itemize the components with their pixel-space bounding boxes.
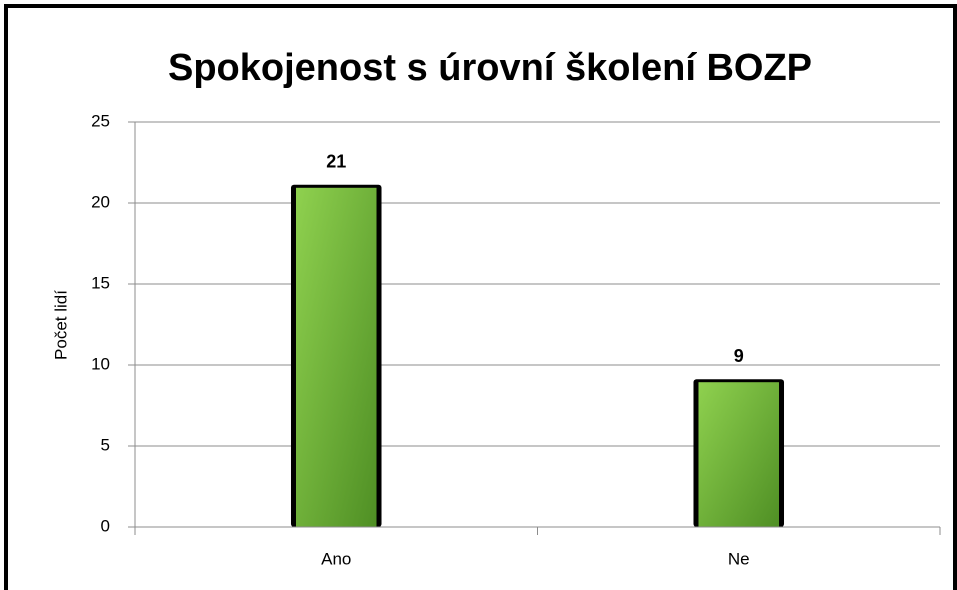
y-axis-label: Počet lidí (51, 290, 70, 360)
bar (295, 187, 377, 528)
x-tick-label: Ne (728, 549, 750, 568)
y-tick-label: 0 (101, 516, 110, 535)
y-tick-label: 25 (91, 111, 110, 130)
data-label: 21 (326, 152, 346, 172)
y-tick-label: 20 (91, 192, 110, 211)
chart-title: Spokojenost s úrovní školení BOZP (168, 47, 812, 89)
y-tick-label: 10 (91, 354, 110, 373)
y-tick-label: 5 (101, 435, 110, 454)
x-tick-label: Ano (321, 549, 351, 568)
y-tick-label: 15 (91, 273, 110, 292)
data-label: 9 (734, 346, 744, 366)
chart-border (4, 4, 957, 590)
bar (698, 382, 780, 527)
